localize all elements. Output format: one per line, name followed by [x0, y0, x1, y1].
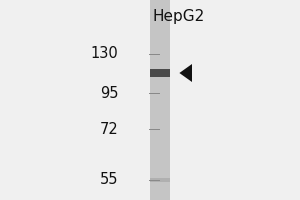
Text: HepG2: HepG2	[152, 9, 205, 24]
Text: 72: 72	[100, 121, 118, 136]
Bar	[150, 69, 170, 77]
Text: 55: 55	[100, 172, 118, 188]
Text: 130: 130	[91, 46, 118, 62]
Polygon shape	[179, 64, 192, 82]
Bar	[150, 0, 170, 200]
Text: 95: 95	[100, 86, 118, 100]
Bar	[150, 178, 170, 182]
